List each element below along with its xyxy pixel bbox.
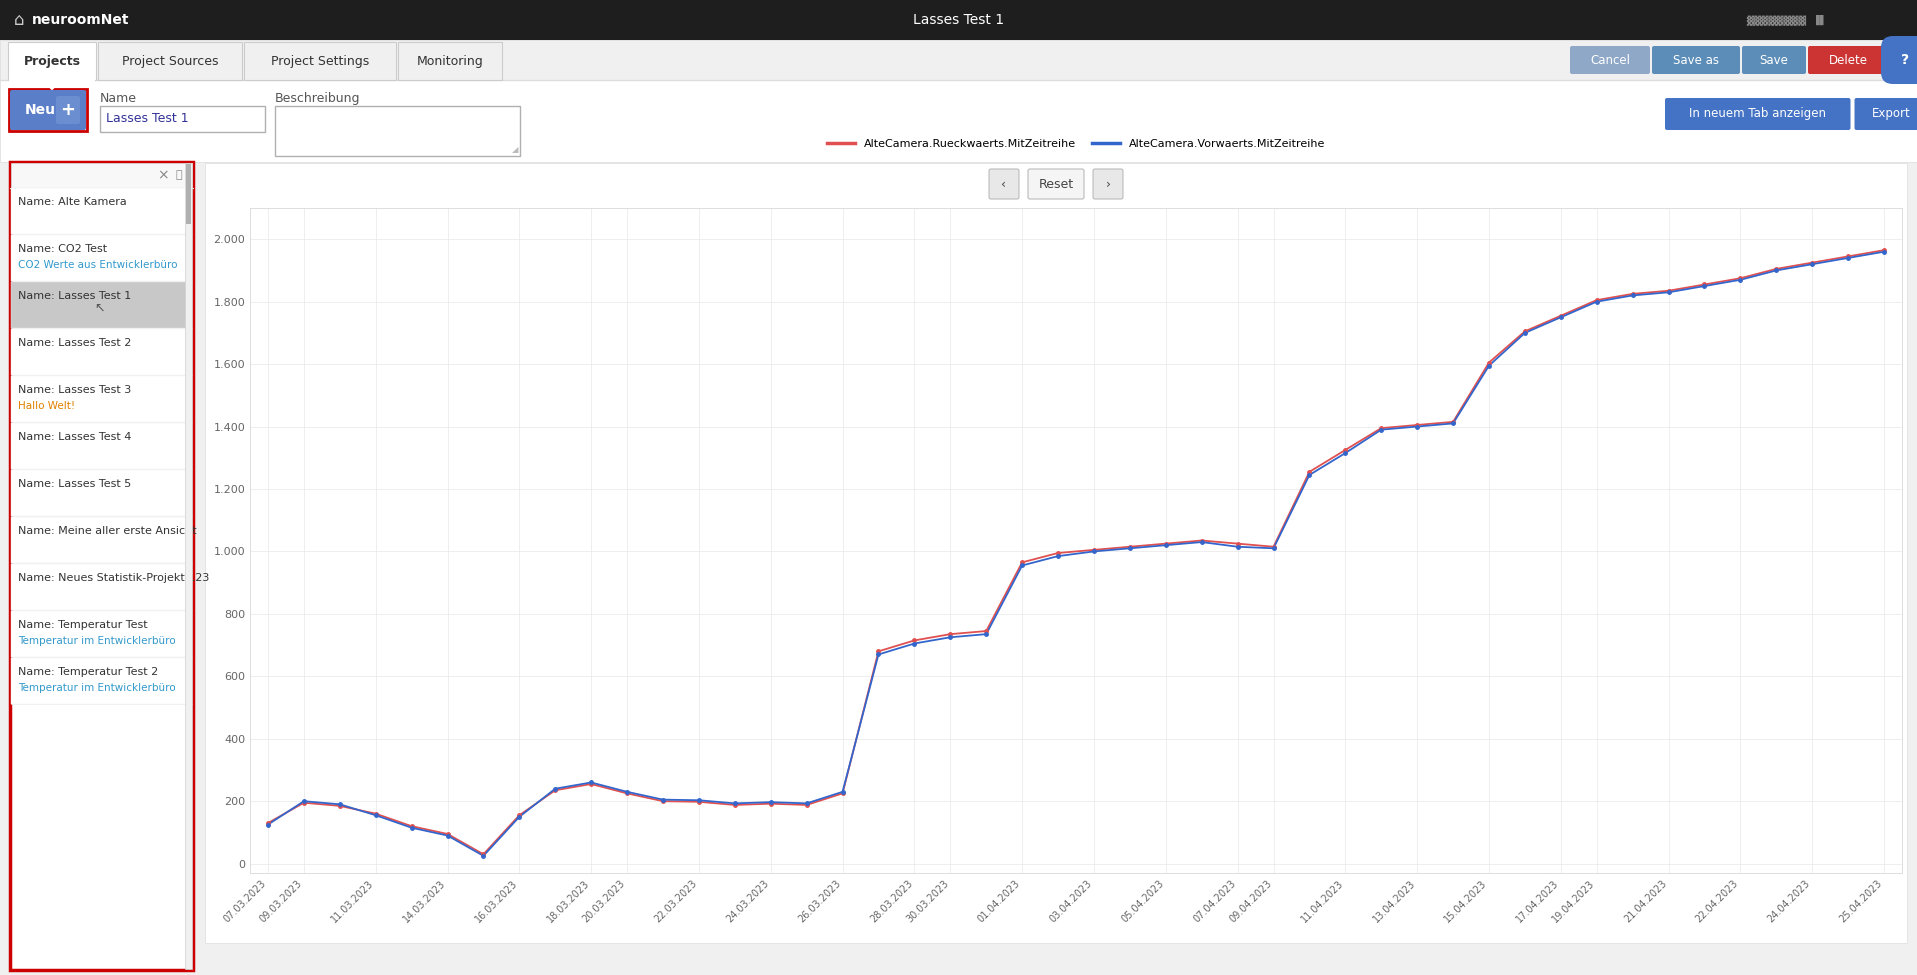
Text: Monitoring: Monitoring	[416, 56, 483, 68]
Text: neuroomNet: neuroomNet	[33, 13, 130, 27]
Text: ×: ×	[157, 168, 169, 182]
Text: Name: Lasses Test 3: Name: Lasses Test 3	[17, 385, 130, 395]
Text: Name: Neues Statistik-Projekt 123: Name: Neues Statistik-Projekt 123	[17, 573, 209, 583]
Text: Hallo Welt!: Hallo Welt!	[17, 401, 75, 411]
FancyBboxPatch shape	[12, 517, 192, 563]
FancyBboxPatch shape	[186, 164, 192, 224]
Text: Temperatur im Entwicklerbüro: Temperatur im Entwicklerbüro	[17, 636, 176, 646]
FancyBboxPatch shape	[12, 564, 192, 610]
Text: Lasses Test 1: Lasses Test 1	[912, 13, 1005, 27]
FancyBboxPatch shape	[1570, 46, 1651, 74]
FancyBboxPatch shape	[0, 0, 1917, 40]
FancyBboxPatch shape	[100, 106, 265, 132]
FancyBboxPatch shape	[98, 42, 242, 80]
FancyBboxPatch shape	[12, 423, 192, 469]
Text: Project Sources: Project Sources	[123, 56, 219, 68]
Text: 🔍: 🔍	[176, 170, 182, 180]
Text: Name: Temperatur Test: Name: Temperatur Test	[17, 620, 148, 630]
Text: Project Settings: Project Settings	[270, 56, 370, 68]
FancyBboxPatch shape	[243, 42, 397, 80]
FancyBboxPatch shape	[12, 282, 192, 328]
Text: CO2 Werte aus Entwicklerbüro: CO2 Werte aus Entwicklerbüro	[17, 260, 178, 270]
Text: ?: ?	[1902, 53, 1909, 67]
Text: Name: Lasses Test 1: Name: Lasses Test 1	[17, 291, 130, 301]
Text: ⌂: ⌂	[13, 11, 25, 29]
FancyBboxPatch shape	[12, 658, 192, 704]
Text: Temperatur im Entwicklerbüro: Temperatur im Entwicklerbüro	[17, 683, 176, 693]
FancyBboxPatch shape	[8, 42, 96, 80]
FancyBboxPatch shape	[1093, 169, 1123, 199]
Text: Save as: Save as	[1674, 54, 1720, 66]
Text: ‹: ‹	[1001, 177, 1006, 190]
FancyBboxPatch shape	[12, 376, 192, 422]
FancyBboxPatch shape	[1808, 46, 1888, 74]
Text: Lasses Test 1: Lasses Test 1	[105, 112, 188, 126]
FancyBboxPatch shape	[274, 106, 520, 156]
Text: ◢: ◢	[512, 145, 518, 154]
Text: Neu: Neu	[25, 103, 56, 117]
FancyBboxPatch shape	[56, 96, 81, 124]
FancyBboxPatch shape	[0, 80, 1917, 162]
Text: ›: ›	[1106, 177, 1110, 190]
FancyBboxPatch shape	[1743, 46, 1806, 74]
Text: Name: Lasses Test 4: Name: Lasses Test 4	[17, 432, 132, 442]
FancyBboxPatch shape	[1666, 98, 1850, 130]
FancyBboxPatch shape	[12, 163, 192, 188]
FancyBboxPatch shape	[10, 89, 86, 131]
FancyBboxPatch shape	[399, 42, 502, 80]
Text: In neuem Tab anzeigen: In neuem Tab anzeigen	[1689, 107, 1827, 121]
Text: Projects: Projects	[23, 56, 81, 68]
Text: Reset: Reset	[1039, 177, 1074, 190]
FancyBboxPatch shape	[10, 78, 96, 82]
Text: Name: CO2 Test: Name: CO2 Test	[17, 244, 107, 254]
FancyBboxPatch shape	[12, 329, 192, 375]
Text: Name: Temperatur Test 2: Name: Temperatur Test 2	[17, 667, 159, 677]
FancyBboxPatch shape	[1881, 36, 1917, 84]
Text: Name: Lasses Test 2: Name: Lasses Test 2	[17, 338, 132, 348]
FancyBboxPatch shape	[12, 611, 192, 657]
Text: Cancel: Cancel	[1589, 54, 1629, 66]
Text: Name: Lasses Test 5: Name: Lasses Test 5	[17, 479, 130, 489]
Text: ▓▓▓▓▓▓▓▓  ▐▌: ▓▓▓▓▓▓▓▓ ▐▌	[1746, 15, 1827, 25]
Text: Delete: Delete	[1829, 54, 1867, 66]
Text: ↖: ↖	[94, 301, 105, 315]
FancyBboxPatch shape	[10, 90, 86, 130]
FancyBboxPatch shape	[205, 163, 1907, 943]
Text: +: +	[61, 101, 75, 119]
FancyBboxPatch shape	[12, 188, 192, 234]
FancyBboxPatch shape	[1652, 46, 1741, 74]
FancyBboxPatch shape	[186, 163, 192, 969]
Text: Name: Meine aller erste Ansicht: Name: Meine aller erste Ansicht	[17, 526, 197, 536]
FancyBboxPatch shape	[989, 169, 1020, 199]
FancyBboxPatch shape	[1854, 98, 1917, 130]
FancyBboxPatch shape	[10, 162, 194, 970]
FancyBboxPatch shape	[12, 235, 192, 281]
Text: Name: Name	[100, 92, 136, 105]
FancyBboxPatch shape	[12, 470, 192, 516]
FancyBboxPatch shape	[1028, 169, 1083, 199]
FancyBboxPatch shape	[0, 40, 1917, 80]
Text: Save: Save	[1760, 54, 1789, 66]
Legend: AlteCamera.Rueckwaerts.MitZeitreihe, AlteCamera.Vorwaerts.MitZeitreihe: AlteCamera.Rueckwaerts.MitZeitreihe, Alt…	[822, 134, 1330, 153]
Text: Export: Export	[1871, 107, 1911, 121]
Text: Name: Alte Kamera: Name: Alte Kamera	[17, 197, 127, 207]
Text: Beschreibung: Beschreibung	[274, 92, 360, 105]
